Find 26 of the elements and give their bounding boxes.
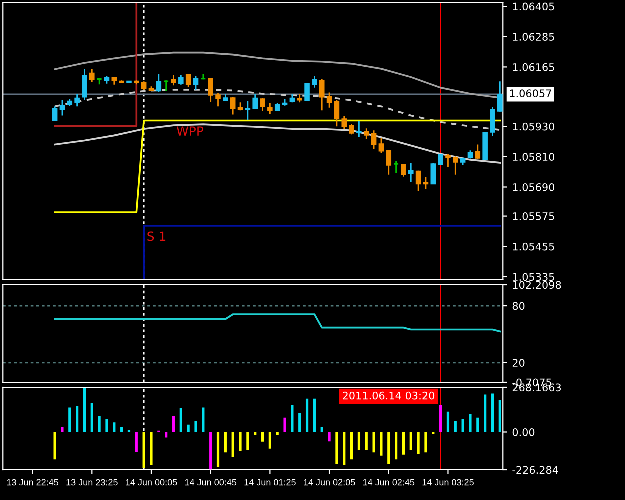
- y-tick-label: 1.05690: [513, 183, 555, 192]
- x-tick-label: 13 Jun 22:45: [7, 479, 59, 486]
- y-tick-label: 1.05335: [513, 273, 554, 282]
- annotation: S 1: [148, 232, 166, 242]
- x-tick-label: 14 Jun 02:45: [363, 479, 415, 486]
- x-tick-label: 14 Jun 02:05: [304, 479, 356, 486]
- y-tick-label: 1.06405: [513, 2, 554, 11]
- y-tick-label: 1.05455: [513, 242, 554, 251]
- annotation: WPP: [176, 126, 204, 136]
- ref-line-label: 2011.06.14 03:20: [343, 392, 435, 400]
- y-tick-label: -226.284: [512, 466, 558, 474]
- x-tick-label: 14 Jun 01:25: [244, 479, 296, 486]
- y-tick-label: 102.2098: [513, 281, 562, 290]
- y-tick-label: 20: [512, 359, 525, 367]
- y-tick-label: 1.05810: [513, 153, 555, 162]
- y-tick-label: 80: [512, 302, 525, 310]
- x-tick-label: 14 Jun 03:25: [422, 479, 474, 486]
- x-tick-label: 13 Jun 23:25: [66, 479, 118, 486]
- x-tick-label: 14 Jun 00:45: [185, 479, 237, 486]
- x-tick-label: 14 Jun 00:05: [126, 479, 178, 486]
- y-tick-label: 1.06165: [513, 63, 554, 72]
- y-tick-label: 1.06285: [513, 33, 554, 41]
- ref-line-label: 1.06057: [510, 90, 552, 98]
- y-tick-label: 1.05575: [513, 212, 554, 220]
- y-tick-label: 0.00: [512, 428, 535, 436]
- y-tick-label: 1.05930: [513, 122, 555, 131]
